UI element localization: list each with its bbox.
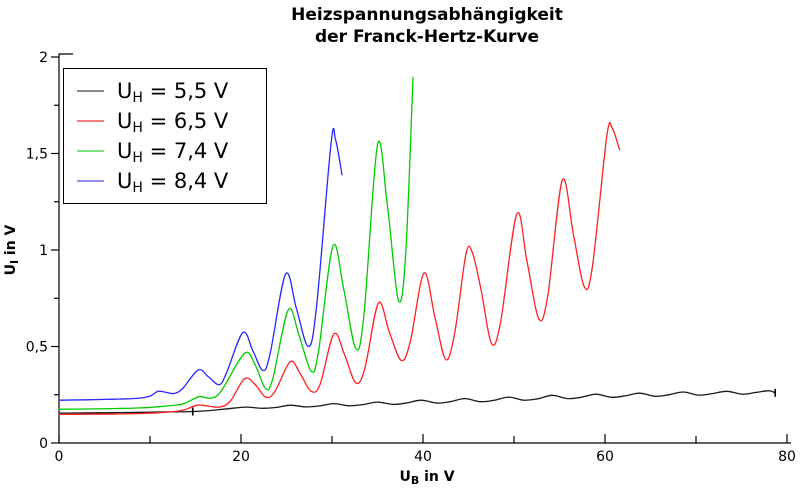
curve-u-h-6-5-v [58, 122, 621, 416]
y-tick-label: 0 [39, 436, 48, 452]
y-tick-label: 1 [39, 243, 48, 259]
axes [51, 53, 791, 444]
y-tick-label: 0,5 [26, 340, 48, 356]
x-tick-label: 40 [414, 449, 432, 465]
legend-box: UH = 5,5 V UH = 6,5 V UH = 7,4 V UH = 8,4 V [63, 68, 267, 204]
y-tick-label: 2 [39, 50, 48, 66]
curve-u-h-5-5-v [58, 390, 776, 414]
legend-item: UH = 7,4 V [77, 136, 262, 166]
curve-u-h-8-4-v [58, 127, 343, 401]
tick-labels: 0 20 40 60 80 0 0,5 1 1,5 2 [26, 50, 796, 465]
legend-item: UH = 8,4 V [77, 166, 262, 196]
curve-u-h-7-4-v [58, 76, 414, 410]
legend-item: UH = 6,5 V [77, 106, 262, 136]
legend-line-swatch [77, 180, 104, 182]
legend-line-swatch [77, 150, 104, 152]
chart-title-line2: der Franck-Hertz-Kurve [314, 27, 540, 47]
legend-line-swatch [77, 90, 104, 92]
legend-label: UH = 8,4 V [117, 168, 229, 196]
x-tick-label: 0 [55, 449, 64, 465]
y-axis-title: UI in V [3, 224, 21, 275]
y-axis-line [58, 53, 73, 443]
legend-label: UH = 5,5 V [117, 78, 229, 106]
legend-label: UH = 7,4 V [117, 138, 229, 166]
x-tick-label: 60 [596, 449, 614, 465]
x-tick-label: 20 [232, 449, 250, 465]
y-tick-label: 1,5 [26, 147, 48, 163]
x-axis-title: UB in V [399, 469, 454, 487]
chart-title-line1: Heizspannungsabhängigkeit [291, 5, 563, 25]
legend-line-swatch [77, 120, 104, 122]
legend-item: UH = 5,5 V [77, 76, 262, 106]
curves [58, 76, 776, 416]
chart-title: Heizspannungsabhängigkeit der Franck-Her… [59, 4, 795, 48]
legend-label: UH = 6,5 V [117, 108, 229, 136]
x-tick-label: 80 [778, 449, 796, 465]
